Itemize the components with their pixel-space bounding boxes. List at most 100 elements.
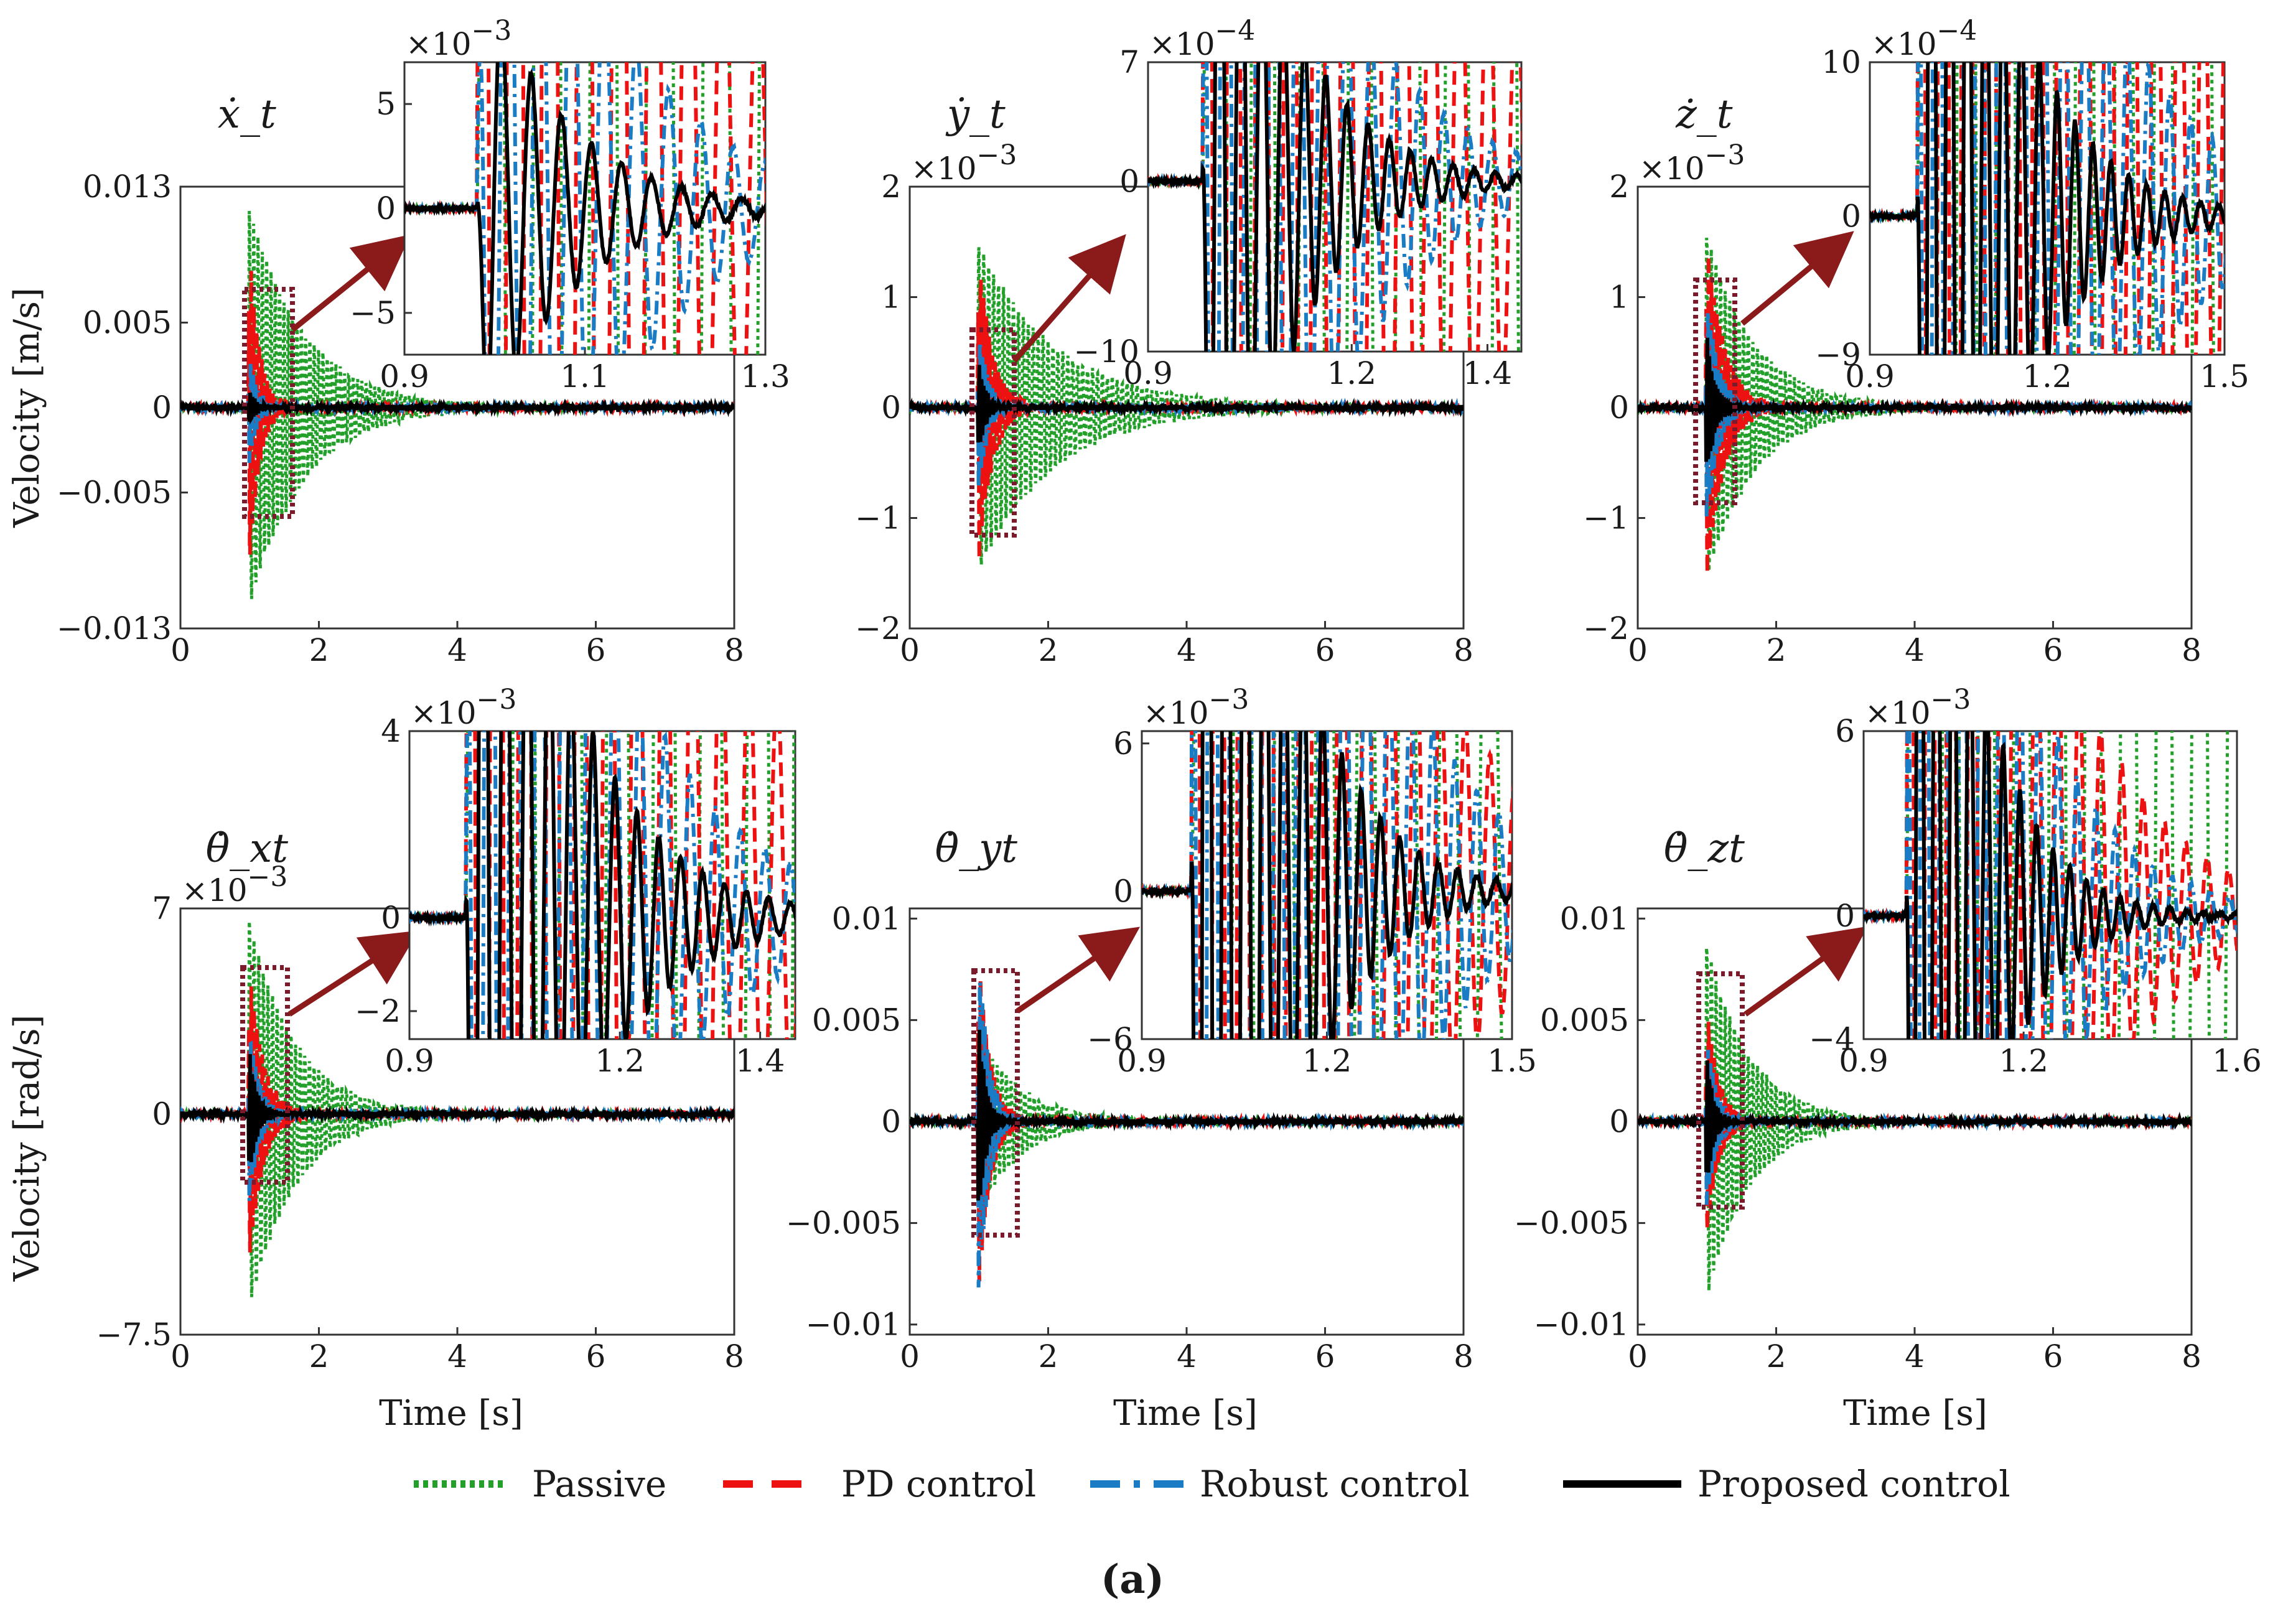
panel-6-series-proposed <box>1638 1060 2192 1173</box>
panel-5-zoom-box <box>971 968 1020 1238</box>
panel-4-inset-xtick-label: 1.4 <box>735 1043 785 1079</box>
legend-label-pd: PD control <box>841 1463 1036 1505</box>
panel-2-ytick-label: 0 <box>881 390 901 426</box>
panel-5-title: θ̇_yt <box>935 826 1018 872</box>
panel-1-xtick-label: 8 <box>724 632 744 668</box>
panel-1-series-proposed <box>180 392 734 425</box>
panel-1-inset: 0.9 1.1 1.3 5 0 −5 ×10−3 <box>350 15 790 394</box>
legend-label-robust: Robust control <box>1200 1463 1470 1505</box>
legend-item-proposed: Proposed control <box>1563 1463 2010 1505</box>
panel-3-xtick-label: 8 <box>2182 632 2201 668</box>
panel-3-xtick-label: 0 <box>1628 632 1648 668</box>
panel-4-inset-series-proposed <box>409 731 795 1039</box>
panel-5-xtick-label: 6 <box>1315 1338 1335 1374</box>
panel-3-inset-exponent-power: −4 <box>1937 15 1977 47</box>
panel-2-inset-series-proposed <box>1148 62 1521 352</box>
panel-5-zoom-arrow <box>1015 926 1141 1014</box>
panel-3-zoom-arrow <box>1740 231 1854 326</box>
panel-5-xtick-label: 2 <box>1039 1338 1058 1374</box>
panel-3-inset-xtick-label: 0.9 <box>1845 358 1895 394</box>
panel-3-ytick-label: 2 <box>1609 169 1629 205</box>
panel-3-inset-series-proposed <box>1870 62 2225 355</box>
panel-4: 0 2 4 6 870−7.5×10−3θ̇_xt0.9 1.2 1.440−2×10−3 <box>96 684 796 1374</box>
panel-5-inset-ytick-label: −6 <box>1087 1021 1133 1057</box>
panel-5: 0 2 4 6 8 0.01 0.005 0 −0.005 −0.01 θ̇_yt 0.9 1.2 1.5… <box>786 684 1537 1374</box>
panel-1-title: ẋ_t <box>218 91 276 138</box>
legend-label-passive: Passive <box>532 1463 666 1505</box>
panel-3-ytick-label: −2 <box>1583 610 1629 646</box>
ylabel-top: Velocity [m/s] <box>7 287 47 528</box>
panel-4-series-proposed <box>180 1054 734 1162</box>
panel-6-inset-ytick-label: 0 <box>1835 898 1855 934</box>
panel-1-inset-exponent: ×10−3 <box>406 15 511 62</box>
panel-6-xtick-label: 6 <box>2043 1338 2063 1374</box>
panel-2-xtick-label: 2 <box>1039 632 1058 668</box>
panel-6-inset: 0.9 1.2 1.6 6 0 −4 ×10−3 <box>1809 684 2261 1079</box>
ylabel-bottom: Velocity [rad/s] <box>7 1015 47 1282</box>
panel-6-inset-series-proposed <box>1864 731 2237 1039</box>
panel-4-xtick-label: 4 <box>447 1338 467 1374</box>
panel-1-inset-xtick-label: 0.9 <box>380 358 429 394</box>
panel-1-xtick-label: 0 <box>170 632 190 668</box>
panel-2-inset-xtick-label: 0.9 <box>1123 355 1173 391</box>
panel-4-ytick-label: 0 <box>152 1096 172 1132</box>
legend-item-pd: PD control <box>723 1463 1036 1505</box>
panel-6-ytick-label: 0 <box>1609 1104 1629 1140</box>
panel-6-inset-xtick-label: 1.2 <box>1999 1043 2048 1079</box>
panel-6-inset-exponent-power: −3 <box>1931 684 1971 716</box>
panel-6-ytick-label: 0.005 <box>1540 1002 1629 1038</box>
panel-5-inset-xtick-label: 1.2 <box>1302 1043 1352 1079</box>
panel-2-inset-exponent: ×10−4 <box>1149 15 1255 62</box>
panel-5-series-proposed <box>910 1030 1464 1201</box>
panel-2-zoom-arrow <box>1012 234 1126 363</box>
xlabel-right: Time [s] <box>1843 1393 1987 1434</box>
panel-2-exponent-power: −3 <box>977 139 1017 171</box>
panel-2-zoom-box <box>969 327 1017 538</box>
panel-4-inset-ytick-label: −2 <box>355 993 401 1029</box>
panel-5-inset-series-proposed <box>1142 731 1512 1039</box>
legend: Passive PD control Robust control Propos… <box>414 1463 2010 1505</box>
panel-3-inset-xtick-label: 1.2 <box>2022 358 2072 394</box>
panel-3-exponent-power: −3 <box>1705 139 1745 171</box>
panel-5-inset-series-pd <box>1142 731 1512 1039</box>
panel-4-xtick-label: 8 <box>724 1338 744 1374</box>
panel-5-ytick-label: −0.005 <box>786 1205 901 1241</box>
legend-item-passive: Passive <box>414 1463 666 1505</box>
xlabel-middle: Time [s] <box>1113 1393 1258 1434</box>
panel-1-ytick-label: −0.005 <box>57 475 172 511</box>
panel-4-inset-series-robust <box>409 731 795 1039</box>
xlabel-left: Time [s] <box>379 1393 523 1434</box>
panel-6-inset-series-robust <box>1864 731 2237 1039</box>
panel-1-inset-xtick-label: 1.3 <box>740 358 790 394</box>
panel-4-inset-xtick-label: 1.2 <box>595 1043 645 1079</box>
panel-5-inset-series-robust <box>1142 731 1512 1039</box>
panel-2-xtick-label: 0 <box>900 632 920 668</box>
panel-5-inset-exponent-power: −3 <box>1209 684 1249 716</box>
panel-3-inset-ytick-label: −9 <box>1815 337 1861 373</box>
panel-5-inset-xtick-label: 0.9 <box>1117 1043 1167 1079</box>
panel-5-ytick-label: 0.005 <box>812 1002 901 1038</box>
panel-2: 0 2 4 6 8 2 1 0 −1 −2 ×10−3ẏ_t 0.9 1.2 1.4 7 0 −10 ×10−4 <box>855 15 1523 668</box>
panel-1-inset-xtick-label: 1.1 <box>560 358 610 394</box>
panel-2-inset-xtick-label: 1.4 <box>1463 355 1513 391</box>
panel-4-inset-ytick-label: 0 <box>381 900 401 936</box>
panel-2-xtick-label: 8 <box>1454 632 1473 668</box>
panel-3-inset-ytick-label: 10 <box>1821 44 1861 80</box>
panel-1-xtick-label: 4 <box>447 632 467 668</box>
panel-5-xtick-label: 0 <box>900 1338 920 1374</box>
panel-1-ytick-label: −0.013 <box>57 610 172 646</box>
panel-6-ytick-label: −0.005 <box>1514 1205 1629 1241</box>
panel-5-xtick-label: 8 <box>1454 1338 1473 1374</box>
panel-1-xtick-label: 6 <box>586 632 606 668</box>
panel-4-inset-exponent: ×10−3 <box>411 684 516 731</box>
panel-1-ytick-label: 0.005 <box>83 304 172 340</box>
panel-2-xtick-label: 4 <box>1177 632 1197 668</box>
panel-4-zoom-arrow <box>287 930 419 1017</box>
legend-item-robust: Robust control <box>1090 1463 1470 1505</box>
panel-6-inset-xtick-label: 0.9 <box>1839 1043 1888 1079</box>
panel-2-inset: 0.9 1.2 1.4 7 0 −10 ×10−4 <box>1073 15 1523 391</box>
panel-4-xtick-label: 6 <box>586 1338 606 1374</box>
panel-1-zoom-arrow <box>291 234 411 332</box>
panel-1-zoom-box <box>242 287 295 519</box>
